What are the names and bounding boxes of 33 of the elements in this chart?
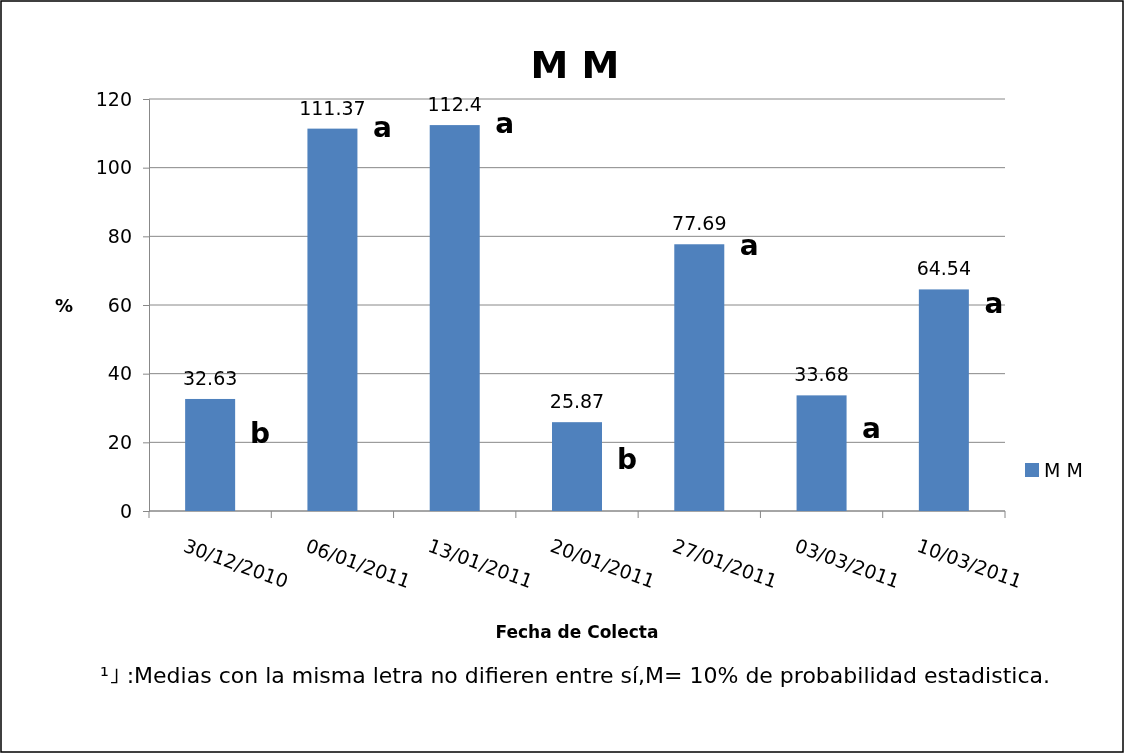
annotation: a xyxy=(372,110,392,144)
data-label: 77.69 xyxy=(672,212,727,235)
data-label: 112.4 xyxy=(427,93,482,116)
data-label: 25.87 xyxy=(549,390,605,413)
y-tick-label: 20 xyxy=(107,430,132,453)
y-tick-label: 80 xyxy=(107,224,132,247)
chart-title: M M xyxy=(530,43,620,87)
annotation: a xyxy=(495,107,515,141)
text: ¹˩ :Medias con la misma letra no difieren entre sí,M= 10% de probabilidad estadistica. xyxy=(100,663,1050,688)
y-tick-label: 0 xyxy=(119,499,132,522)
annotation: b xyxy=(616,442,638,476)
bar xyxy=(552,422,602,511)
data-label: 111.37 xyxy=(299,96,366,119)
data-label: 64.54 xyxy=(916,257,972,280)
bar xyxy=(429,125,480,511)
bar xyxy=(796,395,847,511)
legend-label: M M xyxy=(1044,459,1083,481)
data-label: 33.68 xyxy=(794,363,849,386)
bar xyxy=(185,398,236,511)
y-tick-label: 40 xyxy=(107,362,132,385)
annotation: b xyxy=(250,417,271,451)
bar xyxy=(918,289,969,511)
annotation: a xyxy=(862,411,882,445)
y-tick-label: 100 xyxy=(95,156,132,179)
annotation: a xyxy=(984,287,1004,320)
y-tick-label: 60 xyxy=(107,293,132,316)
annotation: a xyxy=(739,228,759,262)
bar xyxy=(674,244,725,511)
bar xyxy=(307,128,358,511)
y-tick-label: 120 xyxy=(95,87,132,110)
data-label: 32.63 xyxy=(182,366,238,389)
y-axis-title: % xyxy=(54,295,74,316)
x-axis-title: Fecha de Colecta xyxy=(495,622,659,642)
